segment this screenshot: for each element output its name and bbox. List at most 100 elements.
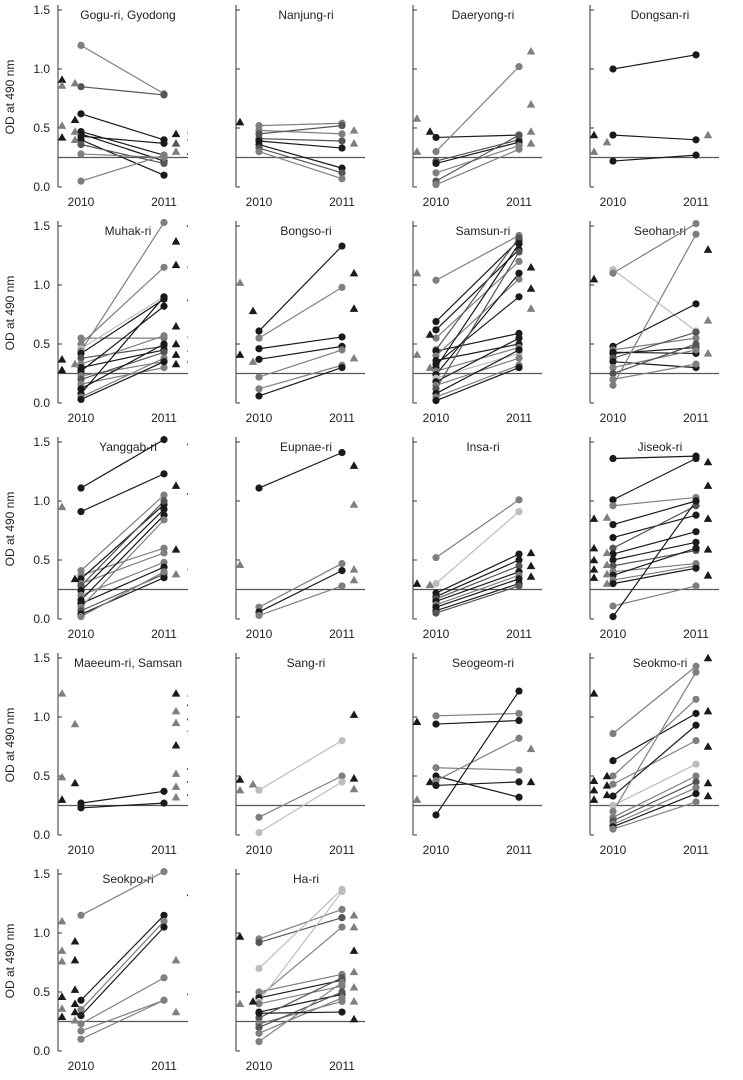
point-2010 — [432, 397, 439, 404]
triangle-2010 — [413, 350, 422, 358]
y-tick-label: 0.0 — [33, 396, 50, 410]
triangle-2011 — [704, 458, 713, 466]
pair-line — [436, 344, 519, 361]
point-2010 — [77, 42, 84, 49]
point-2011 — [160, 788, 167, 795]
x-tick-label: 2011 — [683, 627, 709, 641]
point-2011 — [515, 346, 522, 353]
pair-line — [81, 222, 164, 351]
pair-line — [436, 146, 519, 173]
pair-line — [259, 909, 342, 939]
pair-line — [613, 364, 696, 379]
pair-line — [81, 978, 164, 1024]
triangle-2011 — [172, 481, 181, 489]
point-2011 — [160, 152, 167, 159]
triangle-2010 — [71, 79, 80, 87]
pair-line — [81, 548, 164, 575]
pair-line — [613, 501, 696, 617]
triangle-2011 — [350, 139, 359, 147]
triangle-2010 — [413, 795, 422, 803]
triangle-2011 — [350, 911, 359, 919]
point-2010 — [255, 829, 262, 836]
point-2011 — [338, 1008, 345, 1015]
point-2011 — [338, 175, 345, 182]
y-tick-label: 0.5 — [33, 985, 50, 999]
x-tick-label: 2010 — [600, 411, 627, 425]
pair-line — [613, 699, 696, 776]
point-2011 — [515, 508, 522, 515]
point-2010 — [432, 134, 439, 141]
triangle-2010 — [236, 560, 245, 568]
triangle-2011 — [172, 1008, 181, 1016]
x-tick-label: 2010 — [246, 627, 273, 641]
triangle-2010 — [249, 307, 258, 315]
pair-line — [436, 738, 519, 780]
pair-line — [259, 782, 342, 833]
point-2011 — [692, 722, 699, 729]
point-2011 — [515, 270, 522, 277]
x-tick-label: 2011 — [506, 627, 532, 641]
triangle-2011 — [527, 549, 536, 557]
triangle-2011 — [172, 360, 181, 368]
point-2011 — [515, 63, 522, 70]
y-tick-label: 1.0 — [33, 278, 50, 292]
point-2011 — [160, 436, 167, 443]
triangle-2010 — [603, 138, 612, 146]
pair-line — [613, 741, 696, 785]
triangle-2011 — [350, 774, 359, 782]
x-tick-label: 2011 — [151, 195, 177, 209]
y-tick-label: 0.5 — [33, 121, 50, 135]
x-tick-label: 2011 — [329, 627, 355, 641]
triangle-2010 — [590, 786, 599, 794]
triangle-2011 — [350, 946, 359, 954]
pair-line — [259, 927, 342, 997]
point-2010 — [609, 534, 616, 541]
pair-line — [613, 332, 696, 358]
panel-title: Sang-ri — [287, 656, 326, 670]
pair-line — [81, 344, 164, 389]
x-tick-label: 2010 — [68, 195, 95, 209]
point-2011 — [160, 868, 167, 875]
point-2010 — [255, 814, 262, 821]
point-2011 — [515, 496, 522, 503]
triangle-2010 — [58, 366, 67, 374]
triangle-2010 — [590, 131, 599, 139]
point-2011 — [338, 364, 345, 371]
pair-line — [436, 368, 519, 401]
pair-line — [436, 713, 519, 715]
pair-line — [81, 574, 164, 611]
point-2010 — [255, 612, 262, 619]
point-2010 — [609, 730, 616, 737]
pair-line — [613, 548, 696, 575]
point-2011 — [338, 567, 345, 574]
pair-line — [259, 139, 342, 141]
point-2010 — [255, 335, 262, 342]
triangle-2011 — [350, 1015, 359, 1023]
triangle-2010 — [71, 956, 80, 964]
point-2010 — [77, 613, 84, 620]
x-tick-label: 2011 — [329, 843, 355, 857]
point-2011 — [160, 516, 167, 523]
y-tick-label: 1.5 — [33, 867, 50, 881]
triangle-2011 — [350, 565, 359, 573]
point-2010 — [432, 610, 439, 617]
triangle-2010 — [58, 917, 67, 925]
pair-line — [259, 365, 342, 389]
triangle-2010 — [413, 717, 422, 725]
point-2010 — [255, 148, 262, 155]
panel-title: Nanjung-ri — [278, 8, 333, 22]
pair-line — [81, 132, 164, 156]
x-tick-label: 2010 — [423, 195, 450, 209]
triangle-2011 — [172, 570, 181, 578]
